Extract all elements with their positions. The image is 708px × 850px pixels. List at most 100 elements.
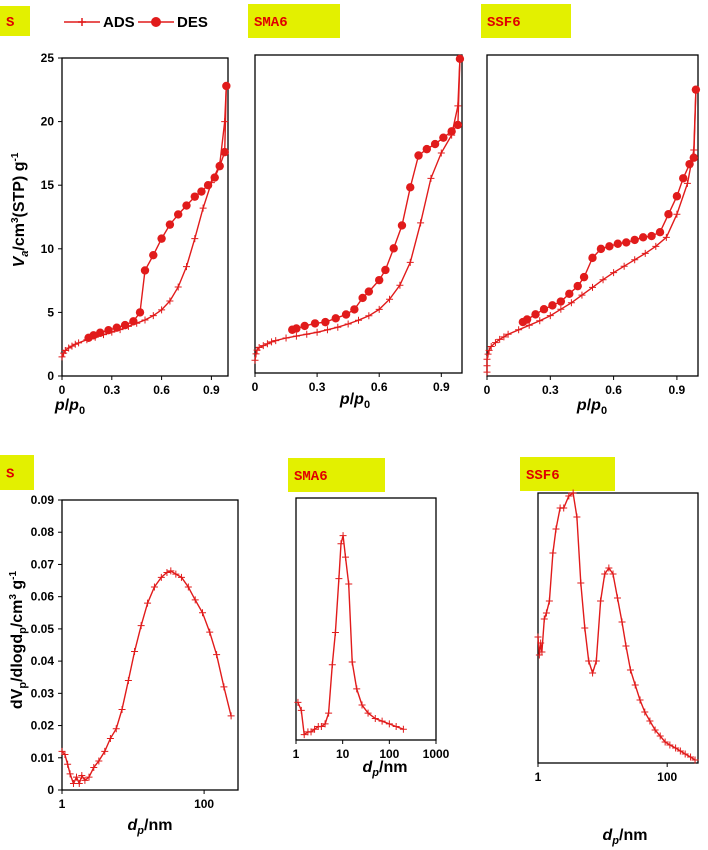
psd-sma6-xtick-label: 1 — [293, 747, 300, 761]
iso-sma6-ads-point — [396, 281, 404, 289]
legend-des-label: DES — [177, 14, 208, 31]
iso-sma6-des-point — [389, 244, 398, 253]
psd-ssf6-ads-point — [560, 504, 568, 512]
psd-ssf6-ads-point — [573, 513, 581, 521]
psd-ssf6-ads-point — [534, 633, 542, 641]
psd-ssf6-ads-point — [565, 492, 573, 500]
iso-s-des-point — [95, 328, 105, 337]
iso-ssf6-des-point — [679, 174, 688, 183]
iso-ssf6-des-point — [539, 305, 549, 314]
psd-sma6-ads-point — [335, 575, 343, 583]
iso-ssf6-plot-frame — [486, 54, 699, 377]
iso-s-des-point — [165, 220, 175, 229]
iso-sma6-ads-point — [303, 330, 311, 338]
psd-ssf6-ads-point — [687, 753, 695, 761]
psd-ssf6-ads-point — [646, 717, 654, 725]
iso-sma6-ads-line — [254, 58, 461, 361]
iso-s-ads-point — [174, 283, 182, 291]
iso-ssf6-des-point — [596, 244, 606, 254]
psd-sma6-ads-point — [364, 709, 372, 717]
iso-ssf6-des-point — [548, 301, 557, 310]
iso-ssf6-des-point — [622, 238, 631, 247]
iso-ssf6-ads-point — [487, 342, 495, 350]
iso-s-x-axis-label: p/p0 — [54, 397, 85, 417]
psd-sma6-badge-label: SMA6 — [294, 469, 328, 485]
psd-ssf6-ads-point — [622, 642, 630, 650]
iso-ssf6-ads-point — [662, 233, 670, 241]
iso-s-ads-point — [149, 312, 157, 320]
iso-sma6-des-point — [430, 139, 440, 149]
psd-s-ads-point — [61, 751, 69, 759]
psd-ssf6-ads-point — [651, 726, 659, 734]
psd-sma6-ads-line — [297, 535, 404, 736]
psd-sma6-badge — [288, 458, 385, 492]
psd-sma6-ads-point — [311, 725, 319, 733]
iso-sma6-des-point — [453, 120, 463, 130]
psd-ssf6-ads-point — [676, 747, 684, 755]
psd-s-ads-point — [78, 772, 86, 779]
psd-sma6-x-axis-label: dp/nm — [363, 759, 408, 779]
iso-ssf6-badge — [481, 4, 571, 38]
psd-ssf6-ads-point — [605, 564, 613, 572]
psd-s-ytick-label: 0.07 — [31, 557, 55, 571]
iso-sma6-des-point — [439, 133, 448, 142]
iso-sma6-ads-point — [252, 350, 260, 358]
psd-sma6-ads-point — [392, 723, 400, 731]
iso-ssf6-ads-point — [484, 350, 492, 358]
iso-s-des-point — [129, 317, 138, 326]
psd-ssf6-ads-point — [656, 732, 664, 740]
psd-s-ytick-label: 0 — [47, 783, 54, 797]
psd-s-ytick-label: 0.03 — [31, 686, 55, 700]
iso-s-ads-point — [158, 306, 166, 314]
psd-s-ads-point — [220, 683, 228, 691]
iso-ssf6-ads-point — [496, 335, 504, 343]
iso-ssf6-ads-point — [673, 210, 681, 218]
psd-y-axis-label: dVp/dlogdp/cm3 g-1 — [8, 570, 29, 709]
iso-sma6-des-point — [350, 305, 359, 314]
psd-s-ads-point — [144, 599, 152, 607]
iso-s-ads-point — [221, 118, 229, 126]
legend-ads-marker — [78, 18, 86, 26]
psd-sma6-ads-point — [399, 725, 407, 733]
iso-ssf6-des-point — [655, 227, 665, 237]
iso-sma6-xtick-label: 0 — [252, 380, 259, 394]
psd-s-ytick-label: 0.06 — [31, 590, 55, 604]
iso-sma6-ads-point — [334, 323, 342, 331]
iso-s-des-point — [197, 187, 206, 196]
iso-sma6-xtick-label: 0.3 — [309, 380, 326, 394]
psd-s-ads-point — [184, 583, 192, 591]
psd-sma6-ads-point — [371, 714, 379, 722]
iso-ssf6-des-point — [565, 289, 574, 299]
iso-sma6-ads-point — [406, 258, 414, 266]
iso-sma6-plot-frame — [254, 54, 463, 374]
iso-s-des-point — [203, 181, 213, 190]
psd-s-ads-point — [191, 596, 199, 604]
iso-sma6-des-point — [406, 183, 415, 192]
iso-ssf6-ads-point — [504, 330, 512, 338]
svg-text:Va/cm3(STP) g-1: Va/cm3(STP) g-1 — [10, 152, 31, 267]
psd-ssf6-ads-point — [618, 618, 626, 626]
iso-s-des-point — [215, 161, 224, 171]
iso-ssf6-ads-point — [641, 249, 649, 257]
iso-s-xtick-label: 0.9 — [203, 383, 220, 397]
iso-sma6-des-point — [300, 321, 309, 331]
psd-s-ytick-label: 0.02 — [31, 719, 55, 733]
psd-s-ads-point — [157, 573, 165, 581]
iso-s-ytick-label: 0 — [47, 369, 54, 383]
psd-ssf6-ads-point — [542, 609, 550, 617]
iso-s-xtick-label: 0.6 — [153, 383, 170, 397]
iso-s-ads-point — [183, 263, 190, 271]
psd-s-xtick-label: 100 — [194, 797, 214, 811]
psd-sma6-ads-point — [297, 706, 305, 714]
iso-sma6-ads-point — [263, 340, 271, 348]
iso-ssf6-des-point — [672, 192, 682, 201]
psd-s-ytick-label: 0.05 — [31, 622, 55, 636]
psd-ssf6-ads-point — [631, 681, 639, 689]
iso-y-axis-label: Va/cm3(STP) g-1 — [10, 152, 31, 267]
iso-s-des-line — [88, 85, 227, 339]
iso-ssf6-ads-point — [483, 362, 491, 370]
iso-s-ads-point — [191, 235, 199, 243]
iso-s-ads-line — [61, 85, 227, 358]
iso-ssf6-x-axis-label: p/p0 — [576, 397, 607, 417]
psd-s-ads-point — [95, 757, 103, 765]
